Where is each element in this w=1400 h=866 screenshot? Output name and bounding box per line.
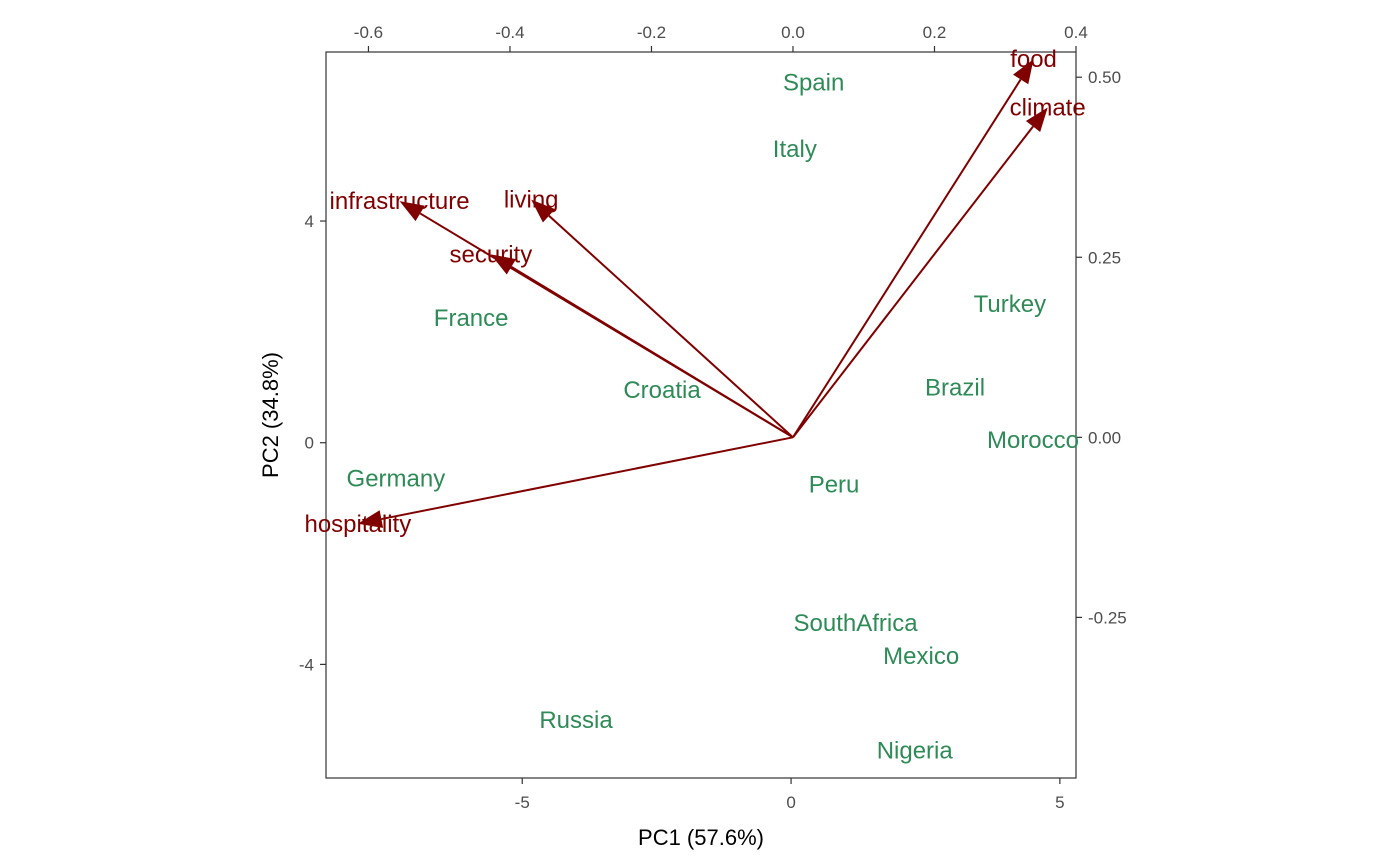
observation-label-Nigeria: Nigeria xyxy=(877,737,954,764)
loading-arrowhead-security xyxy=(490,254,517,275)
observation-label-France: France xyxy=(434,305,509,332)
loading-arrow-living xyxy=(548,215,794,439)
loading-label-living: living xyxy=(504,187,559,214)
observation-label-SouthAfrica: SouthAfrica xyxy=(794,610,919,637)
observation-label-Italy: Italy xyxy=(773,136,817,163)
observation-label-Russia: Russia xyxy=(539,707,613,734)
loading-arrow-hospitality xyxy=(381,436,794,521)
loading-arrow-security xyxy=(510,265,794,439)
y-axis-title: PC2 (34.8%) xyxy=(258,352,283,478)
top-tick-label: 0.2 xyxy=(923,23,947,42)
y-tick-label: 4 xyxy=(305,212,314,231)
top-axis: -0.6 -0.4 -0.2 0.0 0.2 0.4 xyxy=(354,23,1088,52)
loading-arrowhead-hospitality xyxy=(357,510,384,528)
top-tick-label: -0.4 xyxy=(495,23,524,42)
right-tick-label: 0.25 xyxy=(1088,248,1121,267)
right-tick-label: 0.00 xyxy=(1088,428,1121,447)
observation-label-Brazil: Brazil xyxy=(925,374,985,401)
top-tick-label: -0.2 xyxy=(637,23,666,42)
right-axis: 0.50 0.25 0.00 -0.25 xyxy=(1076,68,1127,627)
top-tick-label: 0.0 xyxy=(781,23,805,42)
point-labels: food climate infrastructure living security h… xyxy=(304,46,1085,764)
loading-arrow-food xyxy=(792,78,1022,438)
observation-label-Germany: Germany xyxy=(347,466,446,493)
observation-label-Peru: Peru xyxy=(809,471,860,498)
top-tick-label: 0.4 xyxy=(1064,23,1088,42)
observation-label-Croatia: Croatia xyxy=(623,377,701,404)
loading-label-climate: climate xyxy=(1010,94,1086,121)
loading-arrows xyxy=(357,59,1048,528)
loading-arrowhead-living xyxy=(531,199,556,223)
loading-arrowhead-infrastructure xyxy=(399,201,425,222)
bottom-axis: -5 0 5 xyxy=(515,778,1065,812)
right-tick-label: 0.50 xyxy=(1088,68,1121,87)
top-tick-label: -0.6 xyxy=(354,23,383,42)
observation-label-Turkey: Turkey xyxy=(974,291,1046,318)
y-tick-label: 0 xyxy=(305,434,314,453)
loading-label-hospitality: hospitality xyxy=(304,511,411,538)
left-axis: -4 0 4 xyxy=(299,212,326,674)
observation-label-Spain: Spain xyxy=(783,69,844,96)
observation-label-Mexico: Mexico xyxy=(883,643,959,670)
x-tick-label: 0 xyxy=(786,793,795,812)
loading-arrowhead-food xyxy=(1013,59,1034,85)
x-axis-title: PC1 (57.6%) xyxy=(638,825,764,850)
x-tick-label: -5 xyxy=(515,793,530,812)
loading-label-security: security xyxy=(450,241,533,268)
loading-label-food: food xyxy=(1010,46,1057,73)
y-tick-label: -4 xyxy=(299,655,314,674)
observation-label-Morocco: Morocco xyxy=(987,427,1079,454)
x-tick-label: 5 xyxy=(1055,793,1064,812)
right-tick-label: -0.25 xyxy=(1088,608,1127,627)
loading-arrow-climate xyxy=(792,125,1034,438)
loading-label-infrastructure: infrastructure xyxy=(330,188,470,215)
loading-arrowhead-climate xyxy=(1025,107,1048,132)
panel-border xyxy=(325,51,1077,779)
